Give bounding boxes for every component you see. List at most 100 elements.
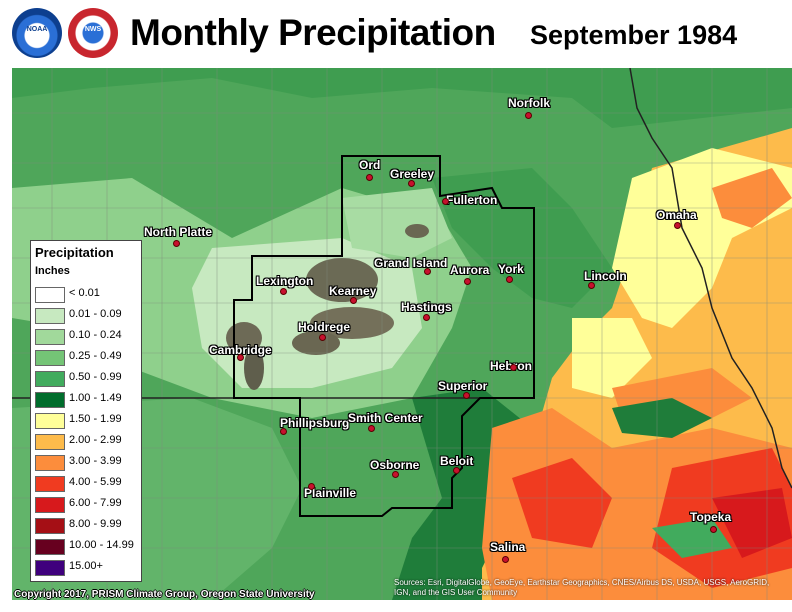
city-label-fullerton: Fullerton	[446, 193, 498, 207]
legend-swatch	[35, 413, 65, 429]
legend-item: 0.25 - 0.49	[35, 349, 139, 366]
city-marker-smith-center	[368, 425, 375, 432]
legend-label: 15.00+	[69, 560, 103, 572]
legend-label: 0.50 - 0.99	[69, 371, 122, 383]
nws-logo: NWS	[68, 8, 118, 58]
city-label-lexington: Lexington	[256, 274, 314, 288]
legend-item: 2.00 - 2.99	[35, 433, 139, 450]
legend-swatch	[35, 497, 65, 513]
city-label-topeka: Topeka	[690, 510, 732, 524]
legend-item: 0.01 - 0.09	[35, 307, 139, 324]
legend-item: 0.10 - 0.24	[35, 328, 139, 345]
precipitation-map[interactable]: Norfolk Ord Greeley Fullerton North Plat…	[12, 68, 792, 600]
copyright-text: Copyright 2017, PRISM Climate Group, Ore…	[14, 589, 315, 600]
city-label-cambridge: Cambridge	[209, 343, 272, 357]
city-label-osborne: Osborne	[370, 458, 420, 472]
city-label-greeley: Greeley	[390, 167, 435, 181]
nws-logo-text: NWS	[84, 26, 102, 33]
city-marker-phillipsburg	[280, 428, 287, 435]
city-label-york: York	[498, 262, 524, 276]
city-marker-fullerton	[442, 198, 449, 205]
legend-item: 1.00 - 1.49	[35, 391, 139, 408]
city-marker-grand-island	[424, 268, 431, 275]
city-label-kearney: Kearney	[329, 284, 377, 298]
city-label-north-platte: North Platte	[144, 225, 213, 239]
legend-label: 4.00 - 5.99	[69, 476, 122, 488]
city-label-lincoln: Lincoln	[584, 269, 627, 283]
legend-label: 0.01 - 0.09	[69, 308, 122, 320]
city-marker-osborne	[392, 471, 399, 478]
header-bar: NOAA NWS Monthly Precipitation September…	[0, 0, 792, 68]
city-label-grand-island: Grand Island	[374, 256, 448, 270]
legend-item: 4.00 - 5.99	[35, 475, 139, 492]
legend-swatch	[35, 560, 65, 576]
legend-item: 0.50 - 0.99	[35, 370, 139, 387]
city-marker-aurora	[464, 278, 471, 285]
legend-swatch	[35, 455, 65, 471]
city-label-holdrege: Holdrege	[298, 320, 351, 334]
city-label-aurora: Aurora	[450, 263, 490, 277]
legend-swatch	[35, 434, 65, 450]
city-marker-north-platte	[173, 240, 180, 247]
legend-swatch	[35, 518, 65, 534]
legend-label: 8.00 - 9.99	[69, 518, 122, 530]
city-marker-hebron	[510, 364, 517, 371]
legend-swatch	[35, 476, 65, 492]
city-marker-norfolk	[525, 112, 532, 119]
legend-units: Inches	[35, 265, 70, 277]
city-marker-greeley	[408, 180, 415, 187]
legend-label: 6.00 - 7.99	[69, 497, 122, 509]
page-title: Monthly Precipitation	[130, 12, 496, 53]
legend-item: 10.00 - 14.99	[35, 538, 139, 555]
legend-label: 1.00 - 1.49	[69, 392, 122, 404]
legend-label: 10.00 - 14.99	[69, 539, 134, 551]
city-marker-plainville	[308, 483, 315, 490]
city-marker-beloit	[453, 467, 460, 474]
precipitation-map-canvas	[12, 68, 792, 600]
legend-label: 1.50 - 1.99	[69, 413, 122, 425]
city-marker-cambridge	[237, 354, 244, 361]
city-label-beloit: Beloit	[440, 454, 474, 468]
legend-label: 3.00 - 3.99	[69, 455, 122, 467]
legend-swatch	[35, 371, 65, 387]
city-marker-hastings	[423, 314, 430, 321]
city-marker-salina	[502, 556, 509, 563]
legend-item: 3.00 - 3.99	[35, 454, 139, 471]
city-marker-omaha	[674, 222, 681, 229]
legend-label: 2.00 - 2.99	[69, 434, 122, 446]
city-label-ord: Ord	[359, 158, 381, 172]
city-label-hastings: Hastings	[401, 300, 452, 314]
city-label-salina: Salina	[490, 540, 526, 554]
legend-label: 0.25 - 0.49	[69, 350, 122, 362]
city-marker-kearney	[350, 297, 357, 304]
legend-swatch	[35, 350, 65, 366]
legend-title: Precipitation	[35, 245, 114, 260]
legend-item: 15.00+	[35, 559, 139, 576]
map-date: September 1984	[530, 20, 738, 50]
city-marker-superior	[463, 392, 470, 399]
basemap-credits: Sources: Esri, DigitalGlobe, GeoEye, Ear…	[394, 578, 770, 597]
city-label-omaha: Omaha	[656, 208, 697, 222]
legend-swatch	[35, 539, 65, 555]
legend-swatch	[35, 329, 65, 345]
city-marker-topeka	[710, 526, 717, 533]
legend-item: 1.50 - 1.99	[35, 412, 139, 429]
city-marker-lincoln	[588, 282, 595, 289]
legend-label: < 0.01	[69, 287, 100, 299]
noaa-logo: NOAA	[12, 8, 62, 58]
legend-item: 8.00 - 9.99	[35, 517, 139, 534]
city-label-superior: Superior	[438, 379, 488, 393]
city-label-smith-center: Smith Center	[348, 411, 423, 425]
city-marker-holdrege	[319, 334, 326, 341]
legend-swatch	[35, 392, 65, 408]
noaa-logo-text: NOAA	[26, 26, 48, 33]
city-marker-york	[506, 276, 513, 283]
legend-item: 6.00 - 7.99	[35, 496, 139, 513]
city-label-phillipsburg: Phillipsburg	[280, 416, 350, 430]
city-marker-ord	[366, 174, 373, 181]
legend-item: < 0.01	[35, 286, 139, 303]
city-label-plainville: Plainville	[304, 486, 357, 500]
legend-swatch	[35, 287, 65, 303]
legend-swatch	[35, 308, 65, 324]
legend-panel: Precipitation Inches < 0.01 0.01 - 0.09 0.…	[30, 240, 142, 582]
